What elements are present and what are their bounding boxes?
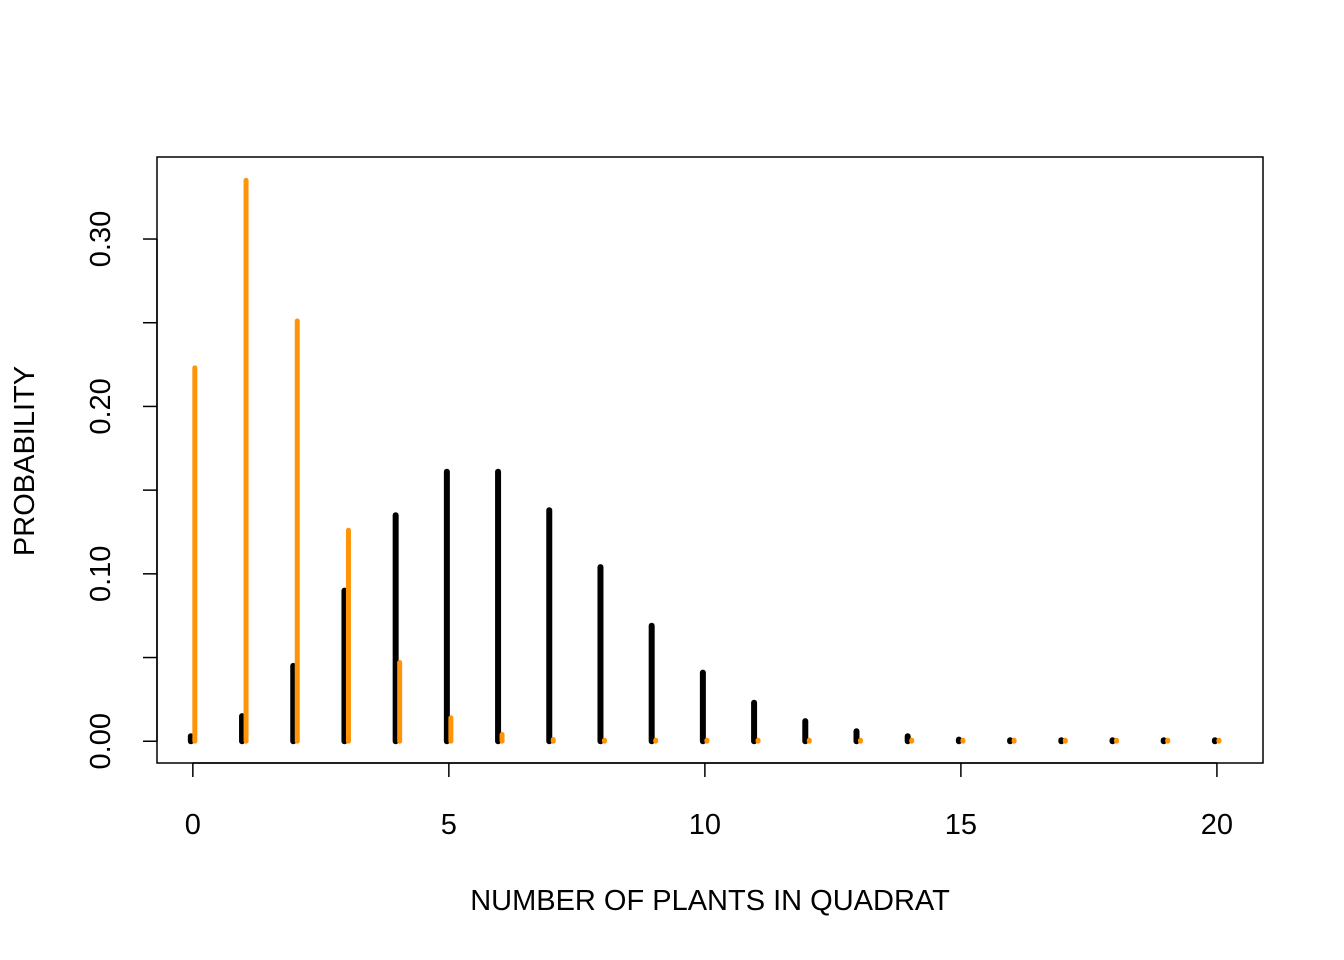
plot-frame (156, 156, 1264, 764)
x-axis-label: NUMBER OF PLANTS IN QUADRAT (470, 885, 950, 917)
x-tick-label: 10 (689, 809, 721, 841)
y-tick-label: 0.00 (85, 713, 117, 769)
x-axis: 0 5 10 15 20 (185, 762, 1233, 841)
x-tick-label: 20 (1201, 809, 1233, 841)
y-axis: 0.00 0.10 0.20 0.30 (85, 211, 158, 769)
y-axis-label: PROBABILITY (9, 366, 41, 556)
bars (187, 177, 1222, 745)
x-tick-label: 0 (185, 809, 201, 841)
y-tick-label: 0.30 (85, 211, 117, 267)
x-tick-label: 15 (945, 809, 977, 841)
x-tick-label: 5 (441, 809, 457, 841)
y-tick-label: 0.20 (85, 378, 117, 434)
y-tick-label: 0.10 (85, 546, 117, 602)
